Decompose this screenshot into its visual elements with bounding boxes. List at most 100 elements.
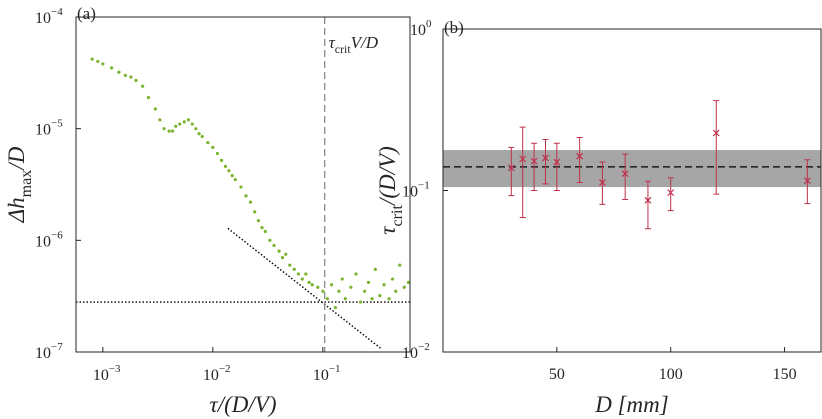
x-tick-label: 100 <box>659 366 683 383</box>
y-tick-label: 100 <box>410 18 432 39</box>
data-point <box>370 297 374 301</box>
data-point <box>296 272 301 276</box>
y-tick-label-base: 10 <box>35 233 51 250</box>
data-point <box>219 158 224 162</box>
data-point <box>340 277 344 281</box>
x-tick-label-base: 10 <box>93 367 109 384</box>
data-point <box>343 297 347 301</box>
data-point <box>333 305 337 310</box>
data-point <box>307 280 311 285</box>
y-tick-label: 10−2 <box>402 341 430 362</box>
data-point <box>129 75 133 79</box>
y-tick-label-exp: −7 <box>51 341 63 353</box>
data-point <box>280 256 285 260</box>
data-point <box>194 127 198 131</box>
data-point <box>109 66 114 70</box>
y-axis-label-part: crit <box>389 205 406 227</box>
error-bar <box>519 126 526 219</box>
data-point <box>358 300 363 304</box>
data-point <box>398 263 402 267</box>
data-point <box>373 267 377 271</box>
data-point <box>167 129 171 133</box>
x-axis-label: D [mm] <box>594 392 668 417</box>
data-point <box>182 120 186 124</box>
error-bar <box>622 153 629 200</box>
data-point <box>123 73 127 77</box>
y-axis-label-part: τ <box>375 226 400 235</box>
error-bar <box>713 100 720 195</box>
y-tick-label-base: 10 <box>35 345 51 362</box>
y-tick-label-base: 10 <box>410 22 426 39</box>
x-tick-label: 10−3 <box>93 363 121 384</box>
data-point <box>329 283 334 287</box>
vline-label-part: τ <box>329 33 336 52</box>
data-point <box>197 132 201 136</box>
x-tick-label: 50 <box>549 366 565 383</box>
y-tick-label-base: 10 <box>35 122 51 139</box>
data-point <box>387 297 391 301</box>
data-marker <box>553 158 561 166</box>
data-point <box>366 280 371 285</box>
y-tick-label-exp: −4 <box>51 6 63 18</box>
data-point <box>134 78 138 83</box>
data-point <box>200 134 204 139</box>
x-axis-label-part: τ/(D/V) <box>210 392 277 417</box>
y-tick-label: 10−6 <box>35 229 63 250</box>
vline-label: τcritV/D <box>329 33 379 56</box>
data-point <box>390 277 395 281</box>
data-point <box>117 70 121 74</box>
data-point <box>146 95 151 100</box>
data-marker <box>803 177 811 185</box>
y-tick-label-exp: −1 <box>418 180 430 192</box>
x-tick-label-exp: −3 <box>109 363 121 375</box>
data-point <box>233 177 237 182</box>
data-point <box>90 57 94 61</box>
data-point <box>253 210 257 214</box>
data-point <box>304 272 308 276</box>
data-marker <box>712 129 720 137</box>
data-point <box>244 194 248 198</box>
error-bar <box>667 177 674 212</box>
error-bar <box>542 138 549 185</box>
data-point <box>284 252 288 256</box>
data-point <box>256 219 261 223</box>
y-tick-label-base: 10 <box>402 345 418 362</box>
error-bar <box>644 180 651 230</box>
data-point <box>153 107 157 111</box>
data-point <box>206 141 210 145</box>
axes-frame <box>75 16 411 353</box>
x-tick-label: 150 <box>773 366 797 383</box>
data-point <box>101 62 105 66</box>
band <box>443 150 821 188</box>
x-tick-label-exp: −2 <box>219 363 231 375</box>
data-point <box>239 185 243 189</box>
x-tick-label-base: 10 <box>203 367 219 384</box>
y-tick-label: 10−5 <box>35 118 63 139</box>
error-bar <box>531 142 538 191</box>
x-axis-label: τ/(D/V) <box>210 392 277 417</box>
data-point <box>382 283 386 287</box>
x-tick-label: 10−1 <box>313 363 341 384</box>
data-point <box>170 129 175 133</box>
data-marker <box>576 152 584 160</box>
error-bar <box>508 146 515 197</box>
data-point <box>141 84 145 88</box>
data-point <box>310 283 314 287</box>
error-bar <box>576 136 583 184</box>
error-bar <box>804 159 811 205</box>
data-point <box>394 289 398 293</box>
y-tick-label: 10−1 <box>402 180 430 201</box>
data-point <box>288 263 292 267</box>
data-point <box>406 280 411 285</box>
data-point <box>316 285 320 289</box>
data-marker <box>530 157 538 165</box>
x-tick-label-exp: −1 <box>329 363 341 375</box>
y-axis-label: Δhmax/D <box>4 146 35 223</box>
data-point <box>248 200 253 204</box>
fit-line <box>227 227 383 350</box>
y-tick-label-exp: −2 <box>418 341 430 353</box>
data-point <box>263 229 267 234</box>
y-tick-label: 10−7 <box>35 341 63 362</box>
data-point <box>272 243 276 248</box>
data-point <box>292 267 296 271</box>
